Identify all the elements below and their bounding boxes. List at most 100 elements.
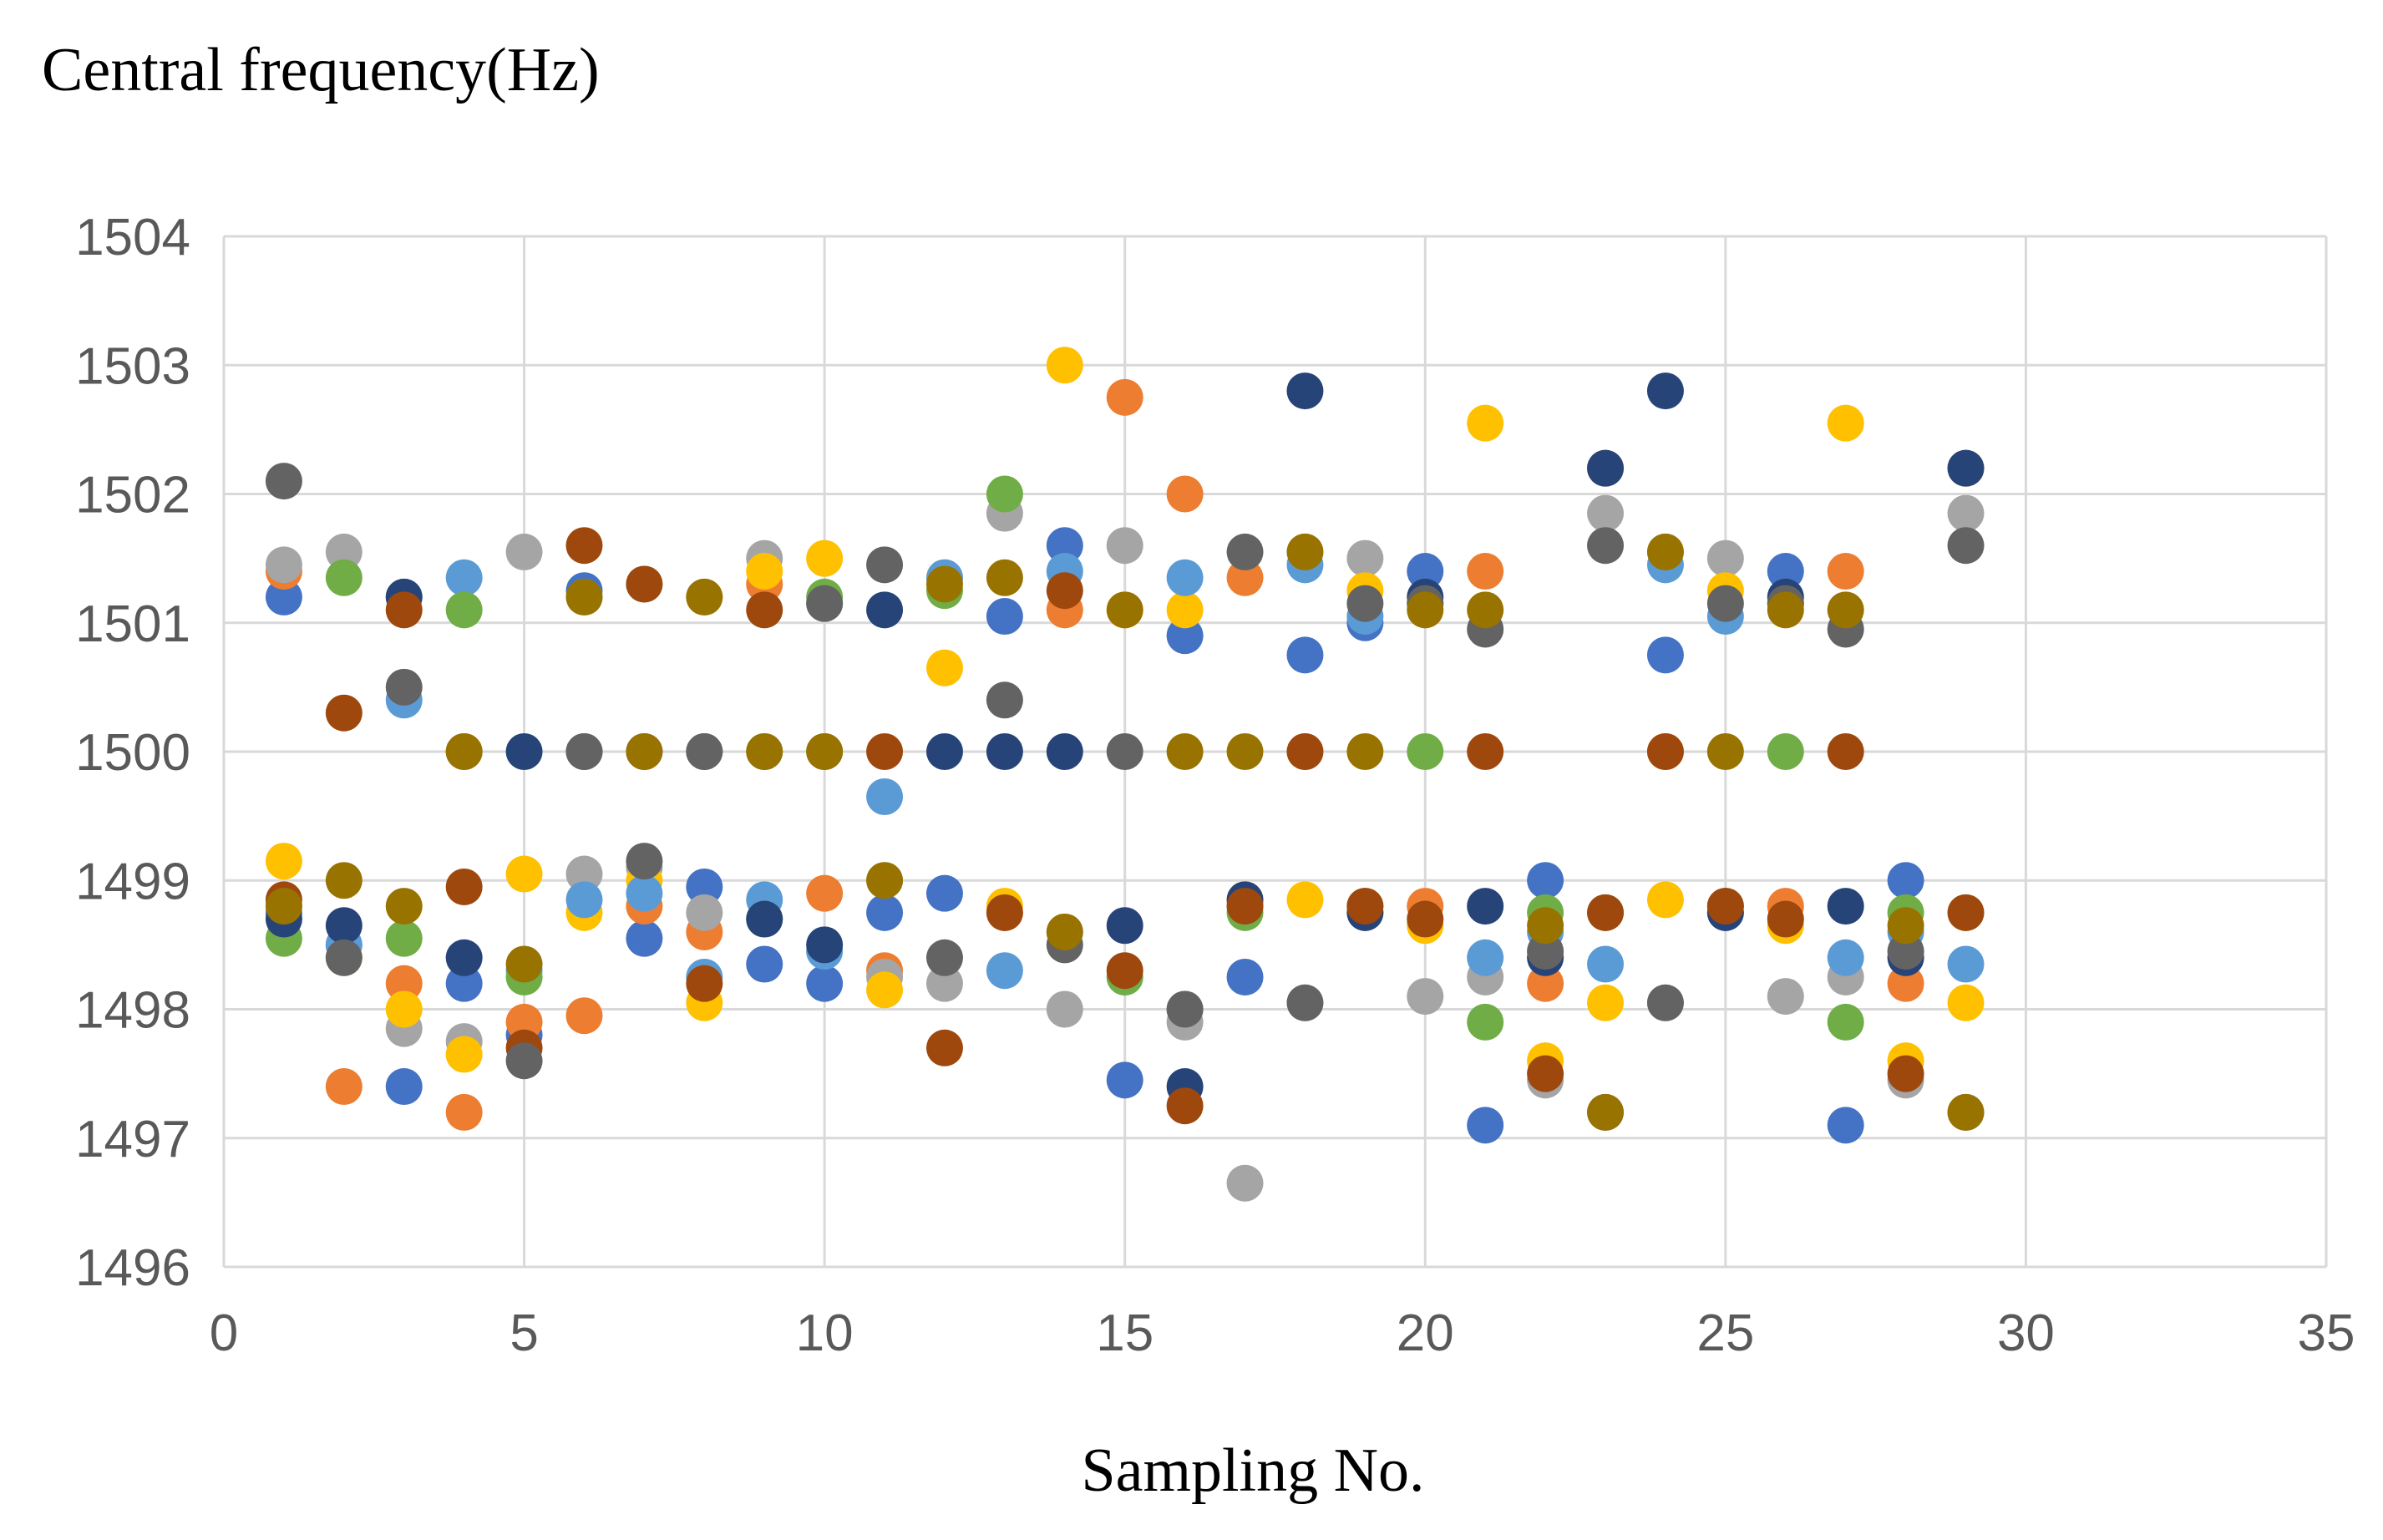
- data-point: [866, 591, 904, 629]
- y-tick-label: 1504: [75, 209, 190, 266]
- data-point: [265, 546, 302, 584]
- data-point: [1887, 862, 1924, 899]
- data-point: [1226, 1164, 1264, 1202]
- data-point: [1106, 952, 1143, 990]
- data-point: [1646, 533, 1684, 570]
- data-point: [385, 591, 423, 629]
- data-point: [1527, 965, 1564, 1002]
- data-point: [866, 733, 904, 770]
- data-point: [1527, 1055, 1564, 1092]
- data-point: [1706, 888, 1744, 925]
- x-tick-label: 15: [1096, 1304, 1153, 1362]
- y-tick-label: 1502: [75, 467, 190, 524]
- data-point: [1467, 1003, 1504, 1041]
- data-point: [1106, 527, 1143, 565]
- data-point: [1106, 378, 1143, 416]
- data-point: [1947, 1093, 1985, 1131]
- data-point: [1046, 990, 1083, 1028]
- data-point: [986, 475, 1023, 513]
- data-point: [1166, 733, 1204, 770]
- data-point: [505, 855, 543, 893]
- data-points: [265, 347, 1985, 1202]
- data-point: [1226, 958, 1264, 995]
- data-point: [1706, 585, 1744, 622]
- series-10: [265, 533, 1985, 1131]
- data-point: [445, 1093, 483, 1131]
- data-point: [925, 1029, 963, 1066]
- y-tick-label: 1496: [75, 1239, 190, 1297]
- data-point: [1286, 733, 1324, 770]
- data-point: [1166, 591, 1204, 629]
- x-tick-label: 0: [210, 1304, 238, 1362]
- data-point: [1166, 559, 1204, 596]
- data-point: [1646, 636, 1684, 674]
- x-tick-label: 5: [510, 1304, 538, 1362]
- data-point: [866, 546, 904, 584]
- data-point: [1827, 1107, 1864, 1144]
- data-point: [925, 649, 963, 686]
- data-point: [1467, 591, 1504, 629]
- data-point: [1827, 939, 1864, 976]
- data-point: [445, 591, 483, 629]
- data-point: [445, 1036, 483, 1073]
- data-point: [1947, 945, 1985, 983]
- data-point: [1166, 617, 1204, 655]
- data-point: [1467, 733, 1504, 770]
- data-point: [1587, 894, 1625, 931]
- data-point: [1587, 494, 1625, 532]
- data-point: [1947, 984, 1985, 1021]
- data-point: [1226, 559, 1264, 596]
- data-point: [1827, 888, 1864, 925]
- data-point: [626, 843, 663, 880]
- data-point: [806, 874, 844, 912]
- data-point: [686, 965, 723, 1002]
- data-point: [925, 733, 963, 770]
- data-point: [986, 894, 1023, 931]
- data-point: [866, 778, 904, 815]
- data-point: [565, 997, 603, 1035]
- data-point: [1046, 913, 1083, 950]
- data-point: [325, 694, 363, 732]
- data-point: [265, 578, 302, 615]
- data-point: [1046, 572, 1083, 610]
- data-point: [1166, 1087, 1204, 1125]
- data-point: [866, 894, 904, 931]
- data-point: [1887, 907, 1924, 945]
- data-point: [746, 900, 783, 938]
- data-point: [1887, 933, 1924, 970]
- data-point: [565, 855, 603, 893]
- data-point: [1286, 984, 1324, 1021]
- x-tick-label: 10: [796, 1304, 854, 1362]
- data-point: [445, 868, 483, 905]
- data-point: [1106, 733, 1143, 770]
- data-point: [686, 868, 723, 905]
- data-point: [1646, 372, 1684, 410]
- data-point: [565, 527, 603, 565]
- data-point: [866, 971, 904, 1009]
- y-tick-label: 1499: [75, 853, 190, 910]
- data-point: [1046, 733, 1083, 770]
- data-point: [1646, 733, 1684, 770]
- data-point: [1346, 585, 1384, 622]
- data-point: [1407, 978, 1444, 1016]
- data-point: [1587, 527, 1625, 565]
- data-point: [385, 965, 423, 1002]
- data-point: [325, 862, 363, 899]
- data-point: [445, 939, 483, 976]
- data-point: [445, 559, 483, 596]
- data-point: [686, 894, 723, 931]
- data-point: [1046, 347, 1083, 384]
- data-point: [1887, 965, 1924, 1002]
- data-point: [1827, 404, 1864, 442]
- data-point: [1827, 733, 1864, 770]
- data-point: [505, 1003, 543, 1041]
- data-point: [1166, 990, 1204, 1028]
- data-point: [1947, 527, 1985, 565]
- data-point: [1467, 404, 1504, 442]
- data-point: [1827, 1003, 1864, 1041]
- data-point: [866, 862, 904, 899]
- data-point: [1286, 533, 1324, 570]
- data-point: [986, 681, 1023, 719]
